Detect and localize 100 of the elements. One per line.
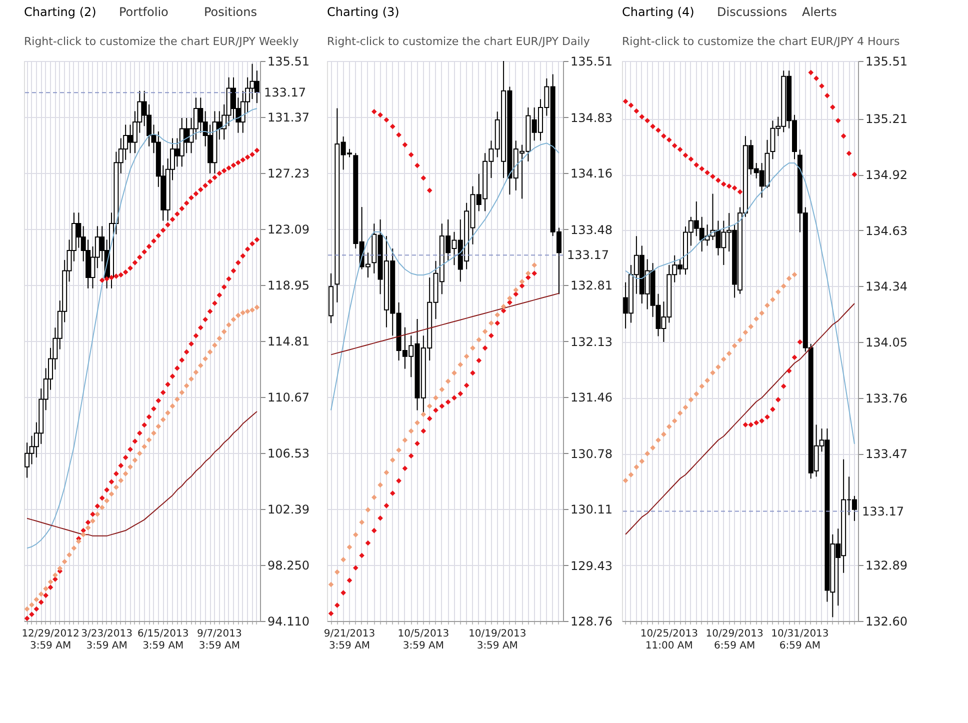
- point: [170, 216, 176, 222]
- point: [426, 188, 432, 194]
- chart-title: Charting (3): [327, 5, 400, 19]
- text: Positions: [204, 5, 257, 19]
- x-tick-label: 10/5/2013 3:59 AM: [398, 628, 450, 652]
- chart-subtitle: Right-click to customize the chart EUR/JPY Weekly: [24, 35, 300, 48]
- point: [458, 362, 464, 368]
- point: [90, 512, 96, 517]
- point: [384, 470, 390, 476]
- point: [786, 276, 792, 282]
- point: [445, 399, 451, 405]
- point: [122, 454, 128, 460]
- point: [118, 272, 124, 278]
- point: [52, 572, 58, 578]
- y-tick-label: 118.95: [268, 278, 310, 292]
- point: [494, 320, 500, 326]
- point: [704, 170, 710, 176]
- x-tick-label: 12/29/2012 3:59 AM: [22, 628, 80, 652]
- point: [244, 154, 250, 160]
- y-tick-label: 132.81: [570, 278, 612, 292]
- point: [840, 133, 846, 139]
- point: [24, 606, 30, 612]
- point: [254, 148, 260, 154]
- point: [759, 310, 764, 316]
- point: [408, 152, 414, 158]
- point: [104, 487, 110, 493]
- point: [634, 108, 640, 114]
- y-tick-label: 134.05: [866, 335, 908, 350]
- point: [76, 538, 82, 544]
- point: [43, 592, 48, 598]
- point: [464, 354, 470, 359]
- point: [639, 114, 645, 120]
- point: [759, 418, 764, 424]
- point: [236, 312, 241, 318]
- point: [384, 503, 390, 508]
- point: [852, 172, 858, 178]
- y-tick-label: 132.60: [866, 614, 908, 628]
- point: [221, 329, 227, 334]
- point: [118, 462, 124, 468]
- point: [174, 366, 180, 371]
- point: [378, 482, 383, 488]
- point: [328, 582, 334, 588]
- point: [452, 395, 457, 400]
- point: [776, 289, 781, 295]
- point: [433, 408, 438, 413]
- y-tick-label: 94.110: [268, 614, 310, 628]
- point: [359, 552, 364, 558]
- point: [108, 491, 114, 497]
- point: [661, 133, 666, 139]
- line-series: [625, 162, 855, 444]
- point: [236, 260, 241, 266]
- point: [650, 124, 656, 130]
- y-tick-label: 123.09: [268, 222, 310, 236]
- point: [146, 244, 152, 250]
- y-tick-label: 131.46: [570, 390, 612, 404]
- text: Alerts: [802, 5, 837, 19]
- point: [808, 70, 814, 76]
- point: [439, 386, 445, 392]
- point: [688, 156, 694, 162]
- point: [216, 170, 222, 176]
- point: [184, 349, 190, 355]
- y-tick-label: 128.76: [570, 614, 612, 628]
- point: [507, 300, 512, 306]
- point: [207, 349, 213, 355]
- line-series: [330, 142, 560, 411]
- point: [378, 112, 383, 118]
- point: [792, 272, 798, 278]
- y-tick-label: 102.39: [268, 502, 310, 516]
- x-tick-label: 10/25/2013 11:00 AM: [640, 628, 698, 652]
- line-series: [26, 410, 258, 536]
- point: [80, 532, 86, 538]
- point: [464, 382, 470, 388]
- point: [507, 296, 512, 301]
- point: [221, 284, 227, 290]
- x-tick-label: 9/7/2013 3:59 AM: [196, 628, 242, 652]
- point: [38, 600, 44, 605]
- point: [526, 270, 531, 276]
- point: [390, 457, 396, 463]
- point: [165, 222, 170, 228]
- point: [426, 416, 432, 422]
- y-tick-label: 135.51: [570, 54, 612, 68]
- point: [371, 494, 377, 500]
- y-tick-label: 110.67: [268, 390, 310, 404]
- y-tick-label: 130.78: [570, 446, 612, 461]
- point: [165, 382, 170, 388]
- point: [770, 406, 776, 412]
- point: [721, 356, 726, 362]
- point: [488, 320, 494, 326]
- point: [250, 241, 255, 246]
- point: [198, 362, 204, 368]
- point: [420, 412, 426, 418]
- point: [433, 395, 438, 400]
- point: [500, 304, 506, 310]
- y-tick-label: 129.43: [570, 558, 612, 573]
- point: [114, 484, 119, 490]
- point: [254, 237, 260, 242]
- point: [482, 328, 488, 334]
- point: [639, 458, 645, 464]
- point: [792, 354, 798, 360]
- y-tick-label: 127.23: [268, 166, 310, 180]
